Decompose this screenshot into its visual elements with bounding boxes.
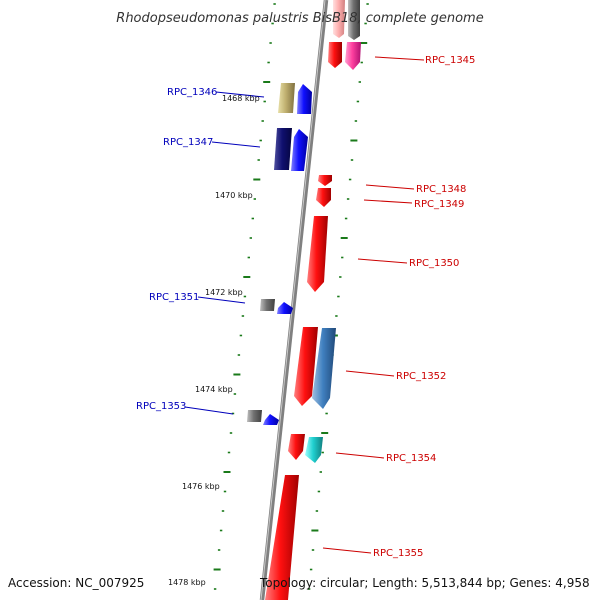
leader-line-rpc1347: [211, 141, 261, 148]
leader-line-rpc1345: [374, 56, 425, 61]
genome-backbone-highlight: [260, 0, 326, 600]
gene-arrow-up: [247, 410, 262, 422]
kbp-label: 1472 kbp: [205, 288, 243, 297]
gene-arrow-down: [348, 0, 360, 40]
kbp-label: 1478 kbp: [168, 578, 206, 587]
gene-label-rpc1345[interactable]: RPC_1345: [425, 55, 475, 66]
map-title: Rhodopseudomonas palustris BisB18, compl…: [116, 11, 483, 26]
gene-arrow-down: [316, 188, 331, 207]
gene-label-rpc1351[interactable]: RPC_1351: [149, 292, 199, 303]
leader-line-rpc1352: [345, 370, 395, 377]
kbp-label: 1468 kbp: [222, 94, 260, 103]
gene-labels: RPC_1345 RPC_1346 RPC_1347 RPC_1348 RPC_…: [136, 55, 475, 559]
leader-line-rpc1354: [335, 452, 385, 459]
gene-label-rpc1353[interactable]: RPC_1353: [136, 401, 186, 412]
gene-block-rpc1345[interactable]: [328, 0, 361, 70]
leader-line-rpc1348: [365, 184, 415, 190]
gene-block-rpc1350[interactable]: [307, 216, 328, 292]
topology-text: Topology: circular; Length: 5,513,844 bp…: [259, 576, 590, 590]
gene-arrow-up: [278, 83, 295, 113]
gene-label-rpc1352[interactable]: RPC_1352: [396, 371, 446, 382]
gene-block-rpc1351[interactable]: [260, 299, 293, 314]
leader-line-rpc1351: [197, 296, 246, 304]
kbp-label: 1476 kbp: [182, 482, 220, 491]
gene-block-rpc1354[interactable]: [288, 434, 323, 463]
gene-block-rpc1352[interactable]: [294, 327, 336, 409]
gene-label-rpc1350[interactable]: RPC_1350: [409, 258, 459, 269]
gene-arrow-up: [274, 128, 292, 170]
gene-label-rpc1346[interactable]: RPC_1346: [167, 87, 217, 98]
gene-block-rpc1355[interactable]: [265, 475, 299, 600]
gene-arrow-down: [312, 328, 336, 409]
gene-arrow-up: [260, 299, 275, 311]
gene-label-rpc1347[interactable]: RPC_1347: [163, 137, 213, 148]
leader-line-rpc1355: [322, 547, 372, 554]
gene-arrow-up: [291, 129, 308, 171]
genome-backbone: [259, 0, 329, 600]
gene-arrow-down: [307, 216, 328, 292]
gene-arrow-down: [328, 42, 342, 68]
tick-marks: [213, 3, 369, 590]
gene-label-rpc1355[interactable]: RPC_1355: [373, 548, 423, 559]
gene-label-rpc1348[interactable]: RPC_1348: [416, 184, 466, 195]
accession-text: Accession: NC_007925: [8, 576, 144, 590]
gene-arrow-down: [318, 175, 332, 186]
gene-arrow-down: [333, 0, 345, 38]
gene-arrow-down: [305, 437, 323, 463]
kbp-labels: 1468 kbp 1470 kbp 1472 kbp 1474 kbp 1476…: [168, 94, 260, 587]
gene-arrow-down: [265, 475, 299, 600]
gene-label-rpc1349[interactable]: RPC_1349: [414, 199, 464, 210]
leader-line-rpc1349: [363, 199, 413, 204]
gene-block-rpc1346[interactable]: [278, 83, 312, 114]
gene-leader-lines: [184, 56, 425, 554]
gene-arrow-down: [294, 327, 318, 406]
kbp-label: 1470 kbp: [215, 191, 253, 200]
gene-arrow-down: [345, 42, 361, 70]
gene-arrow-down: [288, 434, 305, 460]
leader-line-rpc1353: [184, 406, 234, 415]
leader-line-rpc1346: [215, 91, 265, 98]
gene-label-rpc1354[interactable]: RPC_1354: [386, 453, 436, 464]
gene-block-rpc1353[interactable]: [247, 410, 279, 425]
gene-arrow-up: [277, 302, 293, 314]
gene-arrow-up: [297, 84, 312, 114]
gene-block-rpc1348-1349[interactable]: [316, 175, 332, 207]
gene-arrow-up: [263, 414, 279, 425]
leader-line-rpc1350: [357, 258, 408, 264]
kbp-label: 1474 kbp: [195, 385, 233, 394]
gene-block-rpc1347[interactable]: [274, 128, 308, 171]
